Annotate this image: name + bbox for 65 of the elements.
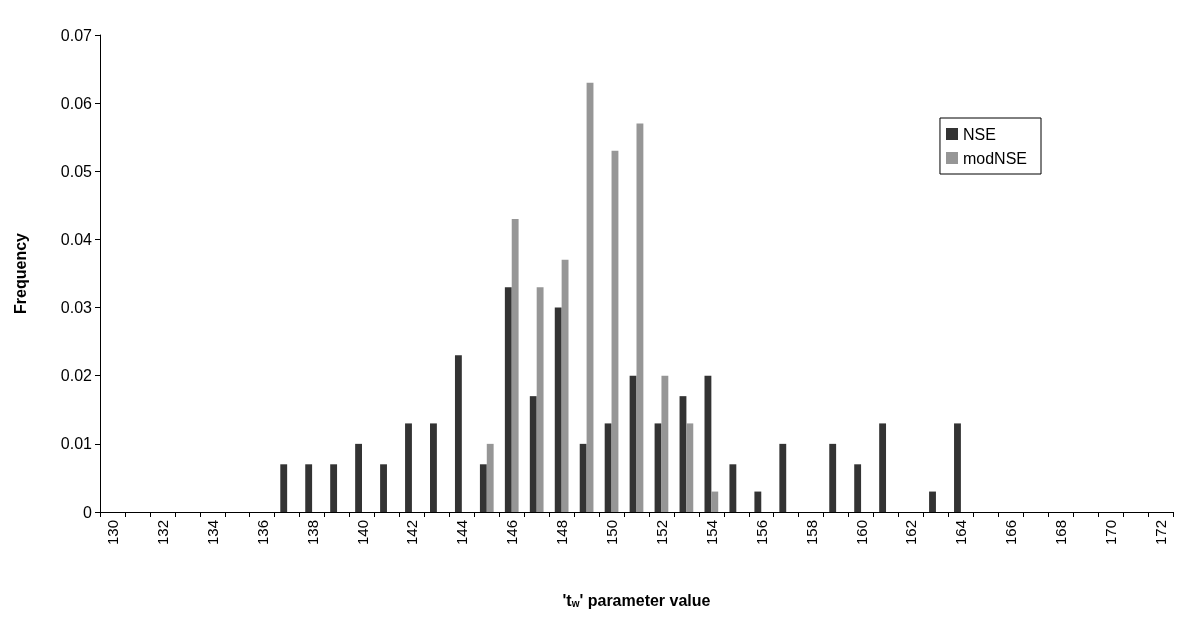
bar bbox=[729, 464, 737, 512]
bar bbox=[529, 396, 537, 512]
legend-label: modNSE bbox=[962, 149, 1028, 167]
bar bbox=[686, 423, 694, 512]
x-tick-label: 138 bbox=[303, 520, 321, 546]
x-tick-label: 146 bbox=[503, 520, 521, 546]
bar bbox=[629, 375, 637, 512]
bar bbox=[330, 464, 338, 512]
y-tick-label: 0.01 bbox=[60, 435, 93, 453]
bar bbox=[504, 287, 512, 512]
bar bbox=[380, 464, 387, 512]
bar bbox=[405, 423, 412, 512]
y-tick-label: 0.03 bbox=[60, 299, 93, 317]
x-axis-title: 'tw' parameter value bbox=[562, 591, 711, 609]
x-tick-label: 148 bbox=[553, 520, 571, 546]
x-tick-label: 152 bbox=[652, 520, 670, 546]
bar bbox=[579, 443, 587, 512]
x-tick-label: 132 bbox=[153, 520, 171, 546]
x-tick-label: 140 bbox=[353, 520, 371, 546]
bar bbox=[711, 491, 719, 512]
y-tick-label: 0.07 bbox=[60, 26, 93, 44]
x-tick-label: 134 bbox=[203, 520, 221, 546]
bar bbox=[305, 464, 313, 512]
bar bbox=[355, 443, 363, 512]
x-tick-label: 162 bbox=[902, 520, 920, 546]
bar bbox=[854, 464, 862, 512]
bar bbox=[454, 355, 462, 512]
y-axis-title: Frequency bbox=[11, 232, 29, 314]
y-tick-label: 0.02 bbox=[60, 367, 93, 385]
bar bbox=[879, 423, 887, 512]
x-tick-label: 172 bbox=[1152, 520, 1170, 546]
x-tick-label: 136 bbox=[253, 520, 271, 546]
bar bbox=[779, 443, 787, 512]
bar bbox=[829, 443, 837, 512]
bar bbox=[954, 423, 961, 512]
bar bbox=[554, 307, 562, 512]
x-tick-label: 154 bbox=[702, 520, 720, 546]
bar bbox=[704, 375, 712, 512]
x-tick-label: 160 bbox=[852, 520, 870, 546]
x-tick-label: 130 bbox=[103, 520, 121, 546]
bar bbox=[604, 423, 612, 512]
y-tick-label: 0.06 bbox=[60, 94, 93, 112]
bar bbox=[430, 423, 437, 512]
x-tick-label: 156 bbox=[752, 520, 770, 546]
bar bbox=[511, 218, 519, 512]
bar bbox=[754, 491, 762, 512]
bar bbox=[486, 443, 494, 512]
bar bbox=[479, 464, 487, 512]
y-tick-label: 0.05 bbox=[60, 162, 93, 180]
bar bbox=[661, 375, 669, 512]
x-tick-label: 150 bbox=[603, 520, 621, 546]
bar bbox=[280, 464, 288, 512]
x-tick-label: 168 bbox=[1052, 520, 1070, 546]
x-tick-label: 142 bbox=[403, 520, 421, 546]
legend-label: NSE bbox=[962, 125, 996, 143]
x-tick-label: 170 bbox=[1102, 520, 1120, 546]
x-tick-label: 144 bbox=[453, 520, 471, 546]
y-tick-label: 0 bbox=[83, 503, 93, 521]
bar bbox=[929, 491, 936, 512]
bar bbox=[561, 259, 569, 512]
x-tick-label: 158 bbox=[802, 520, 820, 546]
bar bbox=[536, 287, 544, 512]
y-tick-label: 0.04 bbox=[60, 230, 93, 248]
x-tick-label: 164 bbox=[952, 520, 970, 546]
x-tick-label: 166 bbox=[1002, 520, 1020, 546]
